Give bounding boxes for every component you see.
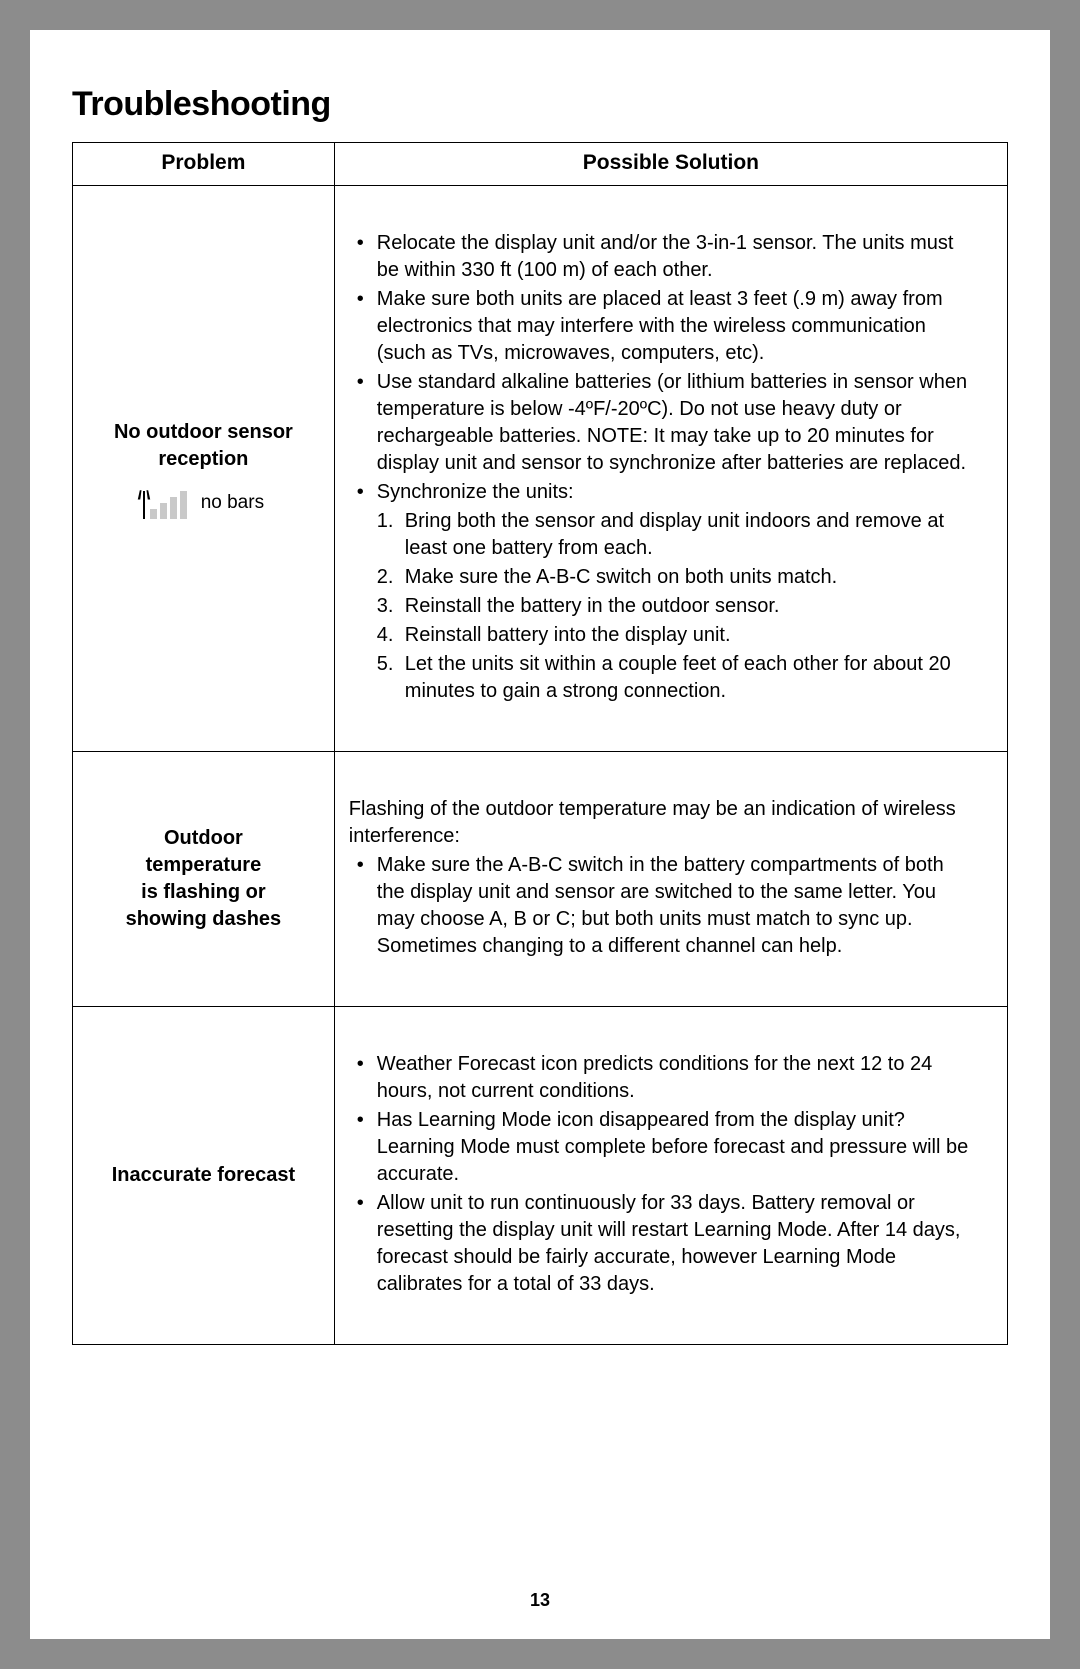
signal-bars-icon [143, 487, 187, 519]
table-row: No outdoor sensor reception no bars [73, 186, 1008, 752]
problem-text-line: Outdoor [91, 825, 316, 852]
troubleshooting-table: Problem Possible Solution No outdoor sen… [72, 142, 1008, 1345]
problem-cell: Outdoor temperature is flashing or showi… [73, 752, 335, 1007]
solution-intro: Flashing of the outdoor temperature may … [349, 796, 975, 850]
solution-bullet: Make sure the A-B-C switch in the batter… [349, 852, 975, 960]
problem-text-line: temperature [91, 852, 316, 879]
solution-cell: Flashing of the outdoor temperature may … [334, 752, 1007, 1007]
page-title: Troubleshooting [72, 85, 1008, 124]
header-problem: Problem [73, 143, 335, 186]
table-row: Outdoor temperature is flashing or showi… [73, 752, 1008, 1007]
solution-step: Let the units sit within a couple feet o… [377, 651, 975, 705]
problem-cell: No outdoor sensor reception no bars [73, 186, 335, 752]
header-solution: Possible Solution [334, 143, 1007, 186]
solution-bullet: Relocate the display unit and/or the 3-i… [349, 230, 975, 284]
problem-text-line: No outdoor sensor [91, 419, 316, 446]
solution-step: Reinstall the battery in the outdoor sen… [377, 593, 975, 620]
solution-cell: Relocate the display unit and/or the 3-i… [334, 186, 1007, 752]
problem-text-line: showing dashes [91, 906, 316, 933]
solution-step: Make sure the A-B-C switch on both units… [377, 564, 975, 591]
signal-label: no bars [201, 490, 264, 516]
solution-bullet: Allow unit to run continuously for 33 da… [349, 1190, 975, 1298]
page-number: 13 [30, 1590, 1050, 1611]
solution-bullet: Synchronize the units: [349, 479, 975, 506]
problem-text-line: is flashing or [91, 879, 316, 906]
solution-bullet: Use standard alkaline batteries (or lith… [349, 369, 975, 477]
document-page: Troubleshooting Problem Possible Solutio… [30, 30, 1050, 1639]
solution-bullet: Weather Forecast icon predicts condition… [349, 1051, 975, 1105]
solution-cell: Weather Forecast icon predicts condition… [334, 1007, 1007, 1345]
solution-step: Bring both the sensor and display unit i… [377, 508, 975, 562]
solution-bullet: Make sure both units are placed at least… [349, 286, 975, 367]
problem-text-line: Inaccurate forecast [91, 1162, 316, 1189]
signal-indicator: no bars [91, 487, 316, 519]
solution-step: Reinstall battery into the display unit. [377, 622, 975, 649]
problem-text-line: reception [91, 446, 316, 473]
solution-bullet: Has Learning Mode icon disappeared from … [349, 1107, 975, 1188]
table-row: Inaccurate forecast Weather Forecast ico… [73, 1007, 1008, 1345]
problem-cell: Inaccurate forecast [73, 1007, 335, 1345]
